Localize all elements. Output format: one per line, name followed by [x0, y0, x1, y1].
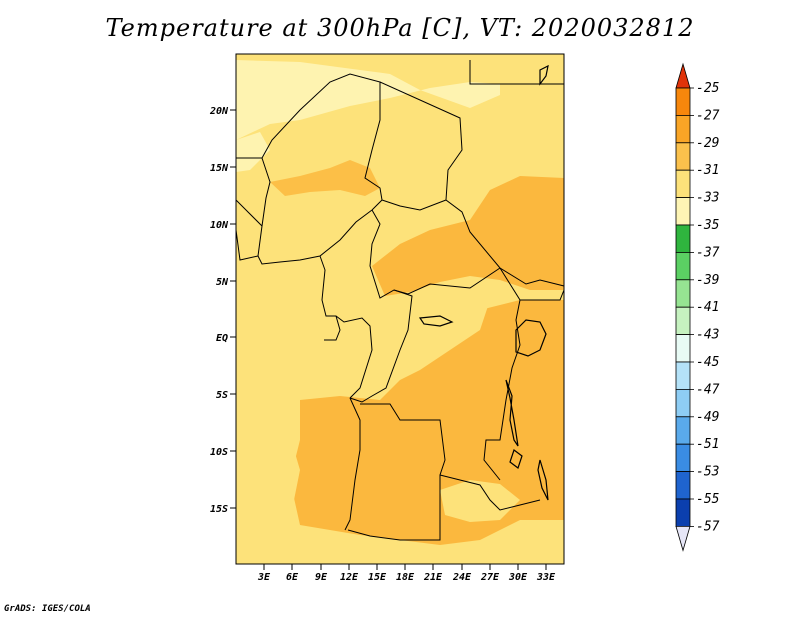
colorbar-swatch: [675, 169, 691, 198]
colorbar-label: -33: [696, 191, 719, 206]
lat-label: 5S: [216, 390, 228, 401]
lat-label: 10S: [210, 447, 228, 458]
colorbar-swatch: [675, 306, 691, 336]
field-mild-south: [440, 480, 520, 522]
colorbar-swatch: [675, 115, 691, 144]
colorbar: -25 -27 -29 -31 -33 -35 -37 -39 -41 -43 -45 -47 -49 -…: [675, 62, 720, 552]
colorbar-swatch: [675, 197, 691, 226]
colorbar-label: -25: [696, 81, 720, 96]
field-warm-north: [270, 160, 380, 196]
field-cold-band-northwest: [236, 132, 270, 172]
colorbar-label: -27: [696, 108, 720, 123]
lat-label: 15N: [210, 163, 229, 174]
colorbar-label: -51: [696, 437, 719, 452]
colorbar-swatch: [675, 471, 691, 500]
colorbar-swatch: [675, 87, 691, 116]
chart-title: Temperature at 300hPa [C], VT: 202003281…: [105, 14, 695, 42]
colorbar-label: -45: [696, 355, 720, 370]
map-panel: [235, 53, 565, 565]
field-mild-center: [380, 290, 490, 380]
lon-label: 30E: [508, 572, 528, 583]
lon-label: 15E: [368, 572, 387, 583]
colorbar-bottom-arrow: [675, 526, 691, 552]
colorbar-swatch: [675, 334, 691, 363]
lon-label: 33E: [536, 572, 556, 583]
colorbar-label: -29: [696, 136, 719, 151]
lon-label: 6E: [286, 572, 299, 583]
colorbar-label: -35: [696, 218, 720, 233]
lon-label: 3E: [257, 572, 271, 583]
colorbar-swatch: [675, 416, 691, 445]
colorbar-label: -43: [696, 328, 719, 343]
colorbar-label: -39: [696, 273, 719, 288]
lat-label: 5N: [216, 277, 229, 288]
colorbar-swatch: [675, 142, 691, 171]
colorbar-swatch: [675, 279, 691, 308]
lon-label: 18E: [396, 572, 415, 583]
colorbar-label: -37: [696, 245, 720, 260]
field-warm-east: [372, 176, 564, 296]
colorbar-label: -53: [696, 465, 719, 480]
grads-credit: GrADS: IGES/COLA: [4, 604, 91, 614]
colorbar-label: -47: [696, 382, 720, 397]
colorbar-swatch: [675, 388, 691, 418]
colorbar-label: -55: [696, 492, 720, 507]
country-borders: [235, 60, 565, 541]
colorbar-swatch: [675, 498, 691, 527]
lat-label: EQ: [216, 333, 228, 344]
lon-label: 12E: [340, 572, 359, 583]
colorbar-swatch: [675, 251, 691, 281]
lat-label: 15S: [210, 504, 228, 515]
lon-label: 27E: [480, 572, 500, 583]
colorbar-label: -49: [696, 410, 719, 425]
colorbar-swatch: [675, 443, 691, 473]
lon-label: 9E: [315, 572, 328, 583]
lat-label: 10N: [210, 220, 229, 231]
colorbar-label: -31: [696, 163, 719, 178]
colorbar-swatch: [675, 224, 691, 253]
colorbar-label: -41: [696, 300, 719, 315]
lon-axis: 3E 6E 9E 12E 15E 18E 21E 24E 27E 30E 33E: [257, 564, 556, 583]
field-cold-band-north: [236, 60, 500, 140]
lon-label: 21E: [423, 572, 443, 583]
lat-label: 20N: [209, 106, 229, 117]
field-mild-southwest: [236, 430, 300, 548]
lat-axis: 20N 15N 10N 5N EQ 5S 10S 15S: [209, 106, 236, 515]
colorbar-label: -57: [696, 519, 720, 534]
lake-outlines: [418, 64, 549, 501]
lon-label: 24E: [452, 572, 472, 583]
map-frame: [235, 53, 565, 565]
colorbar-swatch: [675, 361, 691, 390]
colorbar-top-arrow: [675, 62, 691, 89]
